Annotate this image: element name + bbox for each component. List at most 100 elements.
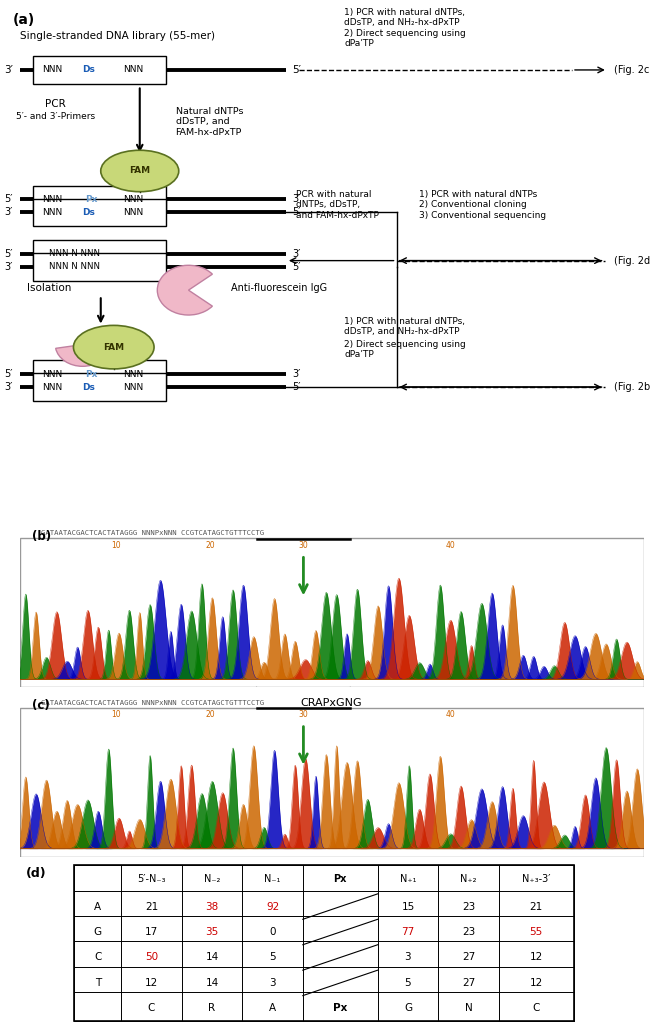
Text: C: C <box>148 1003 155 1014</box>
Text: R: R <box>209 1003 216 1014</box>
Text: 5: 5 <box>269 952 276 962</box>
Text: 5′: 5′ <box>5 249 13 259</box>
Text: 3) Conventional sequencing: 3) Conventional sequencing <box>419 210 547 220</box>
Text: N₊₂: N₊₂ <box>460 874 476 884</box>
Text: 27: 27 <box>462 952 475 962</box>
Text: (d): (d) <box>26 867 46 879</box>
Text: 12: 12 <box>530 978 543 988</box>
Text: (c): (c) <box>32 700 50 712</box>
Bar <box>32 56 166 84</box>
Text: 10: 10 <box>111 541 121 550</box>
Text: Natural dNTPs: Natural dNTPs <box>176 107 243 116</box>
Text: FAM: FAM <box>103 343 124 352</box>
Text: 20: 20 <box>205 710 214 719</box>
Text: 5′: 5′ <box>292 382 301 392</box>
Text: dNTPs, dDsTP,: dNTPs, dDsTP, <box>296 200 360 209</box>
Text: 40: 40 <box>445 541 455 550</box>
Text: G: G <box>404 1003 412 1014</box>
Text: (Fig. 2b): (Fig. 2b) <box>614 382 650 392</box>
Text: Anti-fluorescein IgG: Anti-fluorescein IgG <box>231 282 327 292</box>
Text: 14: 14 <box>205 952 218 962</box>
Text: 21: 21 <box>530 902 543 911</box>
Text: 38: 38 <box>205 902 218 911</box>
Text: 5′: 5′ <box>5 369 13 379</box>
Text: NNN N NNN: NNN N NNN <box>49 249 100 259</box>
Text: Single-stranded DNA library (55-mer): Single-stranded DNA library (55-mer) <box>20 31 215 41</box>
Text: FAM: FAM <box>129 166 150 175</box>
Text: 30: 30 <box>298 710 308 719</box>
Text: 92: 92 <box>266 902 279 911</box>
Text: N₋₂: N₋₂ <box>204 874 220 884</box>
Ellipse shape <box>101 150 179 192</box>
Text: 27: 27 <box>462 978 475 988</box>
Text: 2) Conventional cloning: 2) Conventional cloning <box>419 200 527 209</box>
Text: 3′: 3′ <box>5 262 13 272</box>
Text: 1) PCR with natural dNTPs,: 1) PCR with natural dNTPs, <box>344 8 465 17</box>
Text: 5: 5 <box>405 978 411 988</box>
Bar <box>32 360 166 388</box>
Text: 1) PCR with natural dNTPs,: 1) PCR with natural dNTPs, <box>344 317 465 325</box>
Text: 3: 3 <box>269 978 276 988</box>
Text: 23: 23 <box>462 902 475 911</box>
Text: 40: 40 <box>445 710 455 719</box>
Text: 2) Direct sequencing using: 2) Direct sequencing using <box>344 340 466 349</box>
Text: 50: 50 <box>145 952 158 962</box>
Text: Px: Px <box>333 874 347 884</box>
Text: A: A <box>269 1003 276 1014</box>
Text: 77: 77 <box>401 928 415 937</box>
Ellipse shape <box>73 325 154 369</box>
Bar <box>20 539 644 687</box>
Text: Px: Px <box>333 1003 347 1014</box>
Text: NNN: NNN <box>42 369 62 379</box>
Text: 20: 20 <box>205 541 214 550</box>
Text: 3′: 3′ <box>292 195 301 204</box>
Text: dPa’TP: dPa’TP <box>344 39 374 47</box>
Text: NNN: NNN <box>123 383 144 392</box>
Text: (a): (a) <box>13 13 35 27</box>
Text: 12: 12 <box>145 978 158 988</box>
Text: G: G <box>94 928 102 937</box>
Text: (Fig. 2d): (Fig. 2d) <box>614 255 650 266</box>
Text: CRAPxGNG: CRAPxGNG <box>301 698 362 708</box>
Text: NNN: NNN <box>123 66 144 75</box>
Text: PCR with natural: PCR with natural <box>296 190 371 199</box>
Text: 21: 21 <box>145 902 158 911</box>
Bar <box>32 186 166 213</box>
Text: C: C <box>94 952 101 962</box>
Text: N: N <box>465 1003 473 1014</box>
Text: 5′: 5′ <box>292 207 301 218</box>
Text: NNN: NNN <box>42 208 62 216</box>
Bar <box>20 708 644 857</box>
Text: 10: 10 <box>111 710 121 719</box>
Text: Px: Px <box>84 195 98 204</box>
Text: 15: 15 <box>401 902 415 911</box>
Text: 3′: 3′ <box>292 249 301 259</box>
Text: 30: 30 <box>298 541 308 550</box>
Text: dDsTP, and: dDsTP, and <box>176 117 229 126</box>
Text: 3: 3 <box>405 952 411 962</box>
Wedge shape <box>157 266 213 315</box>
Text: Ds: Ds <box>83 208 96 216</box>
Text: NNN: NNN <box>42 195 62 204</box>
Text: 0: 0 <box>269 928 276 937</box>
Wedge shape <box>56 345 109 366</box>
Text: Ds: Ds <box>83 66 96 75</box>
Text: dDsTP, and NH₂-hx-dPxTP: dDsTP, and NH₂-hx-dPxTP <box>344 327 460 337</box>
Bar <box>32 240 166 268</box>
Text: NNN: NNN <box>42 66 62 75</box>
Text: 2) Direct sequencing using: 2) Direct sequencing using <box>344 29 466 38</box>
Text: C: C <box>532 1003 540 1014</box>
Text: 5′: 5′ <box>292 262 301 272</box>
Text: 23: 23 <box>462 928 475 937</box>
Text: 5′-N₋₃: 5′-N₋₃ <box>137 874 166 884</box>
Text: 17: 17 <box>145 928 158 937</box>
Bar <box>32 199 166 226</box>
Text: N₋₁: N₋₁ <box>265 874 281 884</box>
Text: 5′: 5′ <box>5 195 13 204</box>
Text: FAM-hx-dPxTP: FAM-hx-dPxTP <box>176 127 242 136</box>
Text: 35: 35 <box>205 928 218 937</box>
Text: (b): (b) <box>32 530 51 543</box>
Text: GATAATACGACTCACTATAGGG NNNPxNNN CCGTCATAGCTGTTTCCTG: GATAATACGACTCACTATAGGG NNNPxNNN CCGTCATA… <box>42 700 265 706</box>
Text: NNN: NNN <box>123 195 144 204</box>
Text: Isolation: Isolation <box>27 282 71 292</box>
